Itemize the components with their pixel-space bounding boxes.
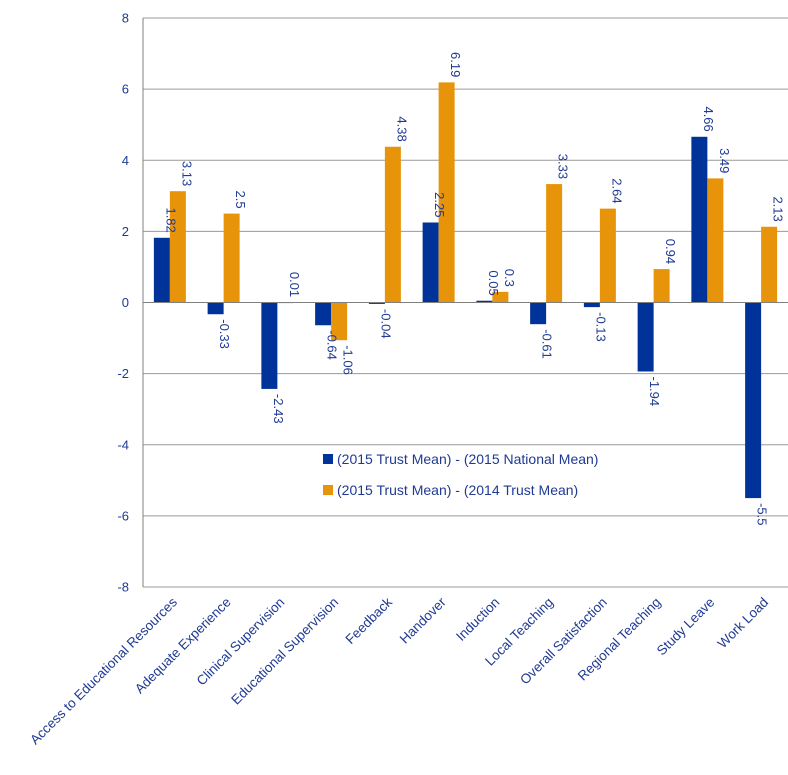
bar-series-1 bbox=[583, 302, 600, 308]
legend-label-series-2: (2015 Trust Mean) - (2014 Trust Mean) bbox=[337, 482, 578, 498]
data-label-series-1: -5.5 bbox=[755, 503, 770, 525]
data-label-series-1: -0.64 bbox=[325, 330, 340, 360]
bar-series-2 bbox=[653, 269, 670, 303]
grid-lines bbox=[143, 17, 788, 588]
data-label-series-2: 0.94 bbox=[663, 239, 678, 264]
y-tick-label: -4 bbox=[117, 437, 129, 452]
category-labels: Access to Educational ResourcesAdequate … bbox=[27, 594, 771, 747]
bars bbox=[153, 82, 778, 499]
data-label-series-1: 0.05 bbox=[486, 270, 501, 295]
data-label-series-2: 3.33 bbox=[556, 154, 571, 179]
bar-series-1 bbox=[476, 300, 493, 303]
y-tick-label: -6 bbox=[117, 508, 129, 523]
y-tick-label: 2 bbox=[122, 224, 129, 239]
y-tick-label: -2 bbox=[117, 366, 129, 381]
data-label-series-1: -0.33 bbox=[217, 319, 232, 349]
data-label-series-2: -1.06 bbox=[341, 345, 356, 375]
category-label: Study Leave bbox=[654, 595, 718, 659]
category-label: Work Load bbox=[715, 595, 772, 652]
bar-series-2 bbox=[707, 178, 724, 303]
data-label-series-2: 4.38 bbox=[394, 116, 409, 141]
data-label-series-1: 1.82 bbox=[163, 207, 178, 232]
y-tick-label: 0 bbox=[122, 295, 129, 310]
data-label-series-1: -0.61 bbox=[540, 329, 555, 359]
data-label-series-1: -0.13 bbox=[593, 312, 608, 342]
y-tick-label: 4 bbox=[122, 153, 129, 168]
data-label-series-2: 2.64 bbox=[609, 178, 624, 203]
bar-series-2 bbox=[546, 184, 563, 303]
data-label-series-2: 2.5 bbox=[233, 191, 248, 209]
data-label-series-1: -1.94 bbox=[647, 376, 662, 406]
y-tick-label: -8 bbox=[117, 580, 129, 595]
data-label-series-2: 3.13 bbox=[179, 161, 194, 186]
legend-swatch-series-1 bbox=[323, 454, 333, 464]
data-label-series-1: -2.43 bbox=[271, 394, 286, 424]
data-label-series-1: 2.25 bbox=[432, 192, 447, 217]
bar-series-1 bbox=[153, 237, 170, 303]
category-label: Feedback bbox=[342, 594, 395, 647]
data-label-series-2: 3.49 bbox=[717, 148, 732, 173]
category-label: Handover bbox=[397, 594, 449, 646]
category-label: Educational Supervision bbox=[228, 595, 341, 708]
bar-series-2 bbox=[492, 291, 509, 303]
bar-series-1 bbox=[261, 302, 278, 389]
bar-series-1 bbox=[368, 302, 385, 304]
bar-series-1 bbox=[530, 302, 547, 325]
y-axis-ticks: -8 -6 -4 -2 0 2 4 6 8 bbox=[117, 11, 129, 595]
data-label-series-1: 4.66 bbox=[701, 106, 716, 131]
bar-series-1 bbox=[207, 302, 224, 315]
category-label: Adequate Experience bbox=[132, 595, 234, 697]
bar-series-2 bbox=[384, 146, 401, 303]
data-labels: 1.82 -0.33 -2.43 -0.64 -0.04 2.25 0.05 -0.61 -0.… bbox=[163, 52, 785, 525]
y-tick-label: 6 bbox=[122, 82, 129, 97]
bar-series-1 bbox=[745, 302, 762, 499]
data-label-series-2: 2.13 bbox=[771, 196, 786, 221]
bar-series-1 bbox=[422, 222, 439, 303]
bar-series-2 bbox=[169, 191, 186, 303]
bar-series-2 bbox=[223, 213, 240, 303]
bar-series-1 bbox=[691, 136, 708, 303]
y-tick-label: 8 bbox=[122, 11, 129, 26]
legend-swatch-series-2 bbox=[323, 485, 333, 495]
bar-series-2 bbox=[438, 82, 455, 303]
bar-series-1 bbox=[637, 302, 654, 372]
legend: (2015 Trust Mean) - (2015 National Mean)… bbox=[323, 451, 598, 498]
bar-series-1 bbox=[315, 302, 332, 326]
bar-series-2 bbox=[331, 302, 348, 341]
legend-label-series-1: (2015 Trust Mean) - (2015 National Mean) bbox=[337, 451, 598, 467]
category-label: Induction bbox=[453, 595, 502, 644]
bar-series-2 bbox=[761, 226, 778, 303]
data-label-series-2: 0.01 bbox=[287, 272, 302, 297]
data-label-series-2: 6.19 bbox=[448, 52, 463, 77]
axes bbox=[142, 18, 788, 587]
data-label-series-2: 0.3 bbox=[502, 269, 517, 287]
bar-series-2 bbox=[599, 208, 616, 303]
data-label-series-1: -0.04 bbox=[378, 309, 393, 339]
